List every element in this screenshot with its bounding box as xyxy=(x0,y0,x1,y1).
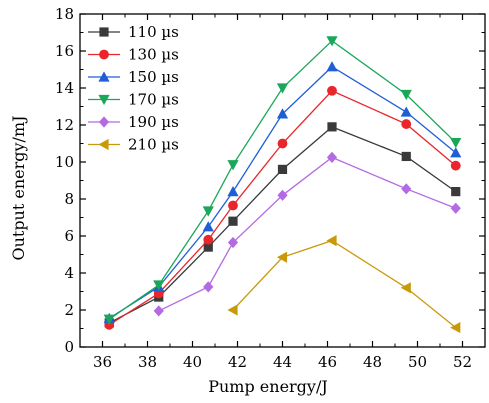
series-line xyxy=(108,65,457,319)
series-triangle-down xyxy=(103,36,462,325)
y-tick-label: 16 xyxy=(55,42,74,60)
series-line xyxy=(158,156,456,312)
data-point xyxy=(450,321,461,334)
series-circle xyxy=(104,85,461,330)
legend-label: 110 µs xyxy=(128,23,179,41)
y-tick-label: 0 xyxy=(64,338,74,356)
data-point xyxy=(400,106,412,117)
data-point xyxy=(227,236,239,249)
legend-entry: 150 µs xyxy=(88,68,179,86)
data-point xyxy=(276,108,289,119)
data-point xyxy=(202,221,214,232)
series-triangle-left xyxy=(227,235,461,334)
data-point xyxy=(203,281,214,293)
legend-marker xyxy=(98,138,109,151)
y-tick-label: 12 xyxy=(55,116,74,134)
legend-marker xyxy=(98,71,110,82)
data-point xyxy=(450,202,461,214)
data-point xyxy=(326,61,338,72)
legend-label: 190 µs xyxy=(128,113,179,131)
legend: 110 µs 130 µs 150 µs 170 µs 190 µs 210 µs xyxy=(88,23,179,154)
x-tick-label: 44 xyxy=(273,353,292,371)
x-tick-label: 50 xyxy=(408,353,427,371)
legend-label: 130 µs xyxy=(128,46,179,64)
data-point xyxy=(277,164,288,174)
legend-entry: 110 µs xyxy=(88,23,179,41)
y-axis-title: Output energy/mJ xyxy=(9,115,28,260)
data-point xyxy=(227,304,238,316)
x-tick-label: 46 xyxy=(318,353,337,371)
series-diamond xyxy=(153,151,461,317)
y-tick-label: 6 xyxy=(64,227,74,245)
y-tick-label: 10 xyxy=(55,153,74,171)
data-point xyxy=(153,280,165,291)
data-point xyxy=(203,242,213,252)
x-tick-label: 38 xyxy=(138,353,157,371)
x-tick-label: 36 xyxy=(93,353,112,371)
legend-marker xyxy=(98,94,110,106)
data-point xyxy=(227,160,239,171)
x-axis-title: Pump energy/J xyxy=(208,377,328,396)
data-point xyxy=(327,122,337,132)
data-point xyxy=(401,151,411,162)
data-point xyxy=(326,235,337,247)
data-point xyxy=(227,186,239,197)
data-series xyxy=(103,36,462,334)
legend-entry: 130 µs xyxy=(88,46,179,64)
data-point xyxy=(153,305,164,317)
x-tick-label: 52 xyxy=(453,353,472,371)
data-point xyxy=(276,83,289,94)
data-point xyxy=(277,189,288,201)
y-tick-label: 8 xyxy=(64,190,74,208)
data-point xyxy=(326,151,338,163)
data-point xyxy=(228,216,238,226)
x-tick-label: 48 xyxy=(363,353,382,371)
series-line xyxy=(232,239,457,329)
data-point xyxy=(228,200,238,211)
y-tick-label: 2 xyxy=(64,301,74,319)
data-point xyxy=(277,138,288,149)
legend-marker xyxy=(98,116,110,128)
y-tick-label: 18 xyxy=(55,5,74,23)
legend-entry: 190 µs xyxy=(88,113,179,131)
y-tick-label: 4 xyxy=(64,264,74,282)
x-tick-label: 42 xyxy=(228,353,247,371)
series-line xyxy=(108,39,457,320)
data-point xyxy=(326,36,338,47)
data-point xyxy=(450,147,462,158)
data-point xyxy=(401,119,412,129)
x-tick-label: 40 xyxy=(183,353,202,371)
data-point xyxy=(103,314,115,325)
legend-entry: 210 µs xyxy=(88,136,179,154)
series-line xyxy=(108,89,457,326)
series-line xyxy=(108,126,457,324)
legend-label: 170 µs xyxy=(128,91,179,109)
data-point xyxy=(276,251,288,263)
data-point xyxy=(327,85,337,96)
legend-label: 150 µs xyxy=(128,68,179,86)
data-point xyxy=(450,160,461,171)
data-point xyxy=(451,187,461,197)
data-point xyxy=(203,234,214,245)
legend-marker xyxy=(99,49,109,60)
legend-entry: 170 µs xyxy=(88,91,179,109)
legend-marker xyxy=(99,27,109,37)
data-point xyxy=(401,183,412,195)
legend-label: 210 µs xyxy=(128,136,179,154)
y-tick-label: 14 xyxy=(55,79,74,97)
data-point xyxy=(202,206,214,217)
data-point xyxy=(400,89,412,101)
data-point xyxy=(400,282,411,294)
data-point xyxy=(450,137,462,149)
